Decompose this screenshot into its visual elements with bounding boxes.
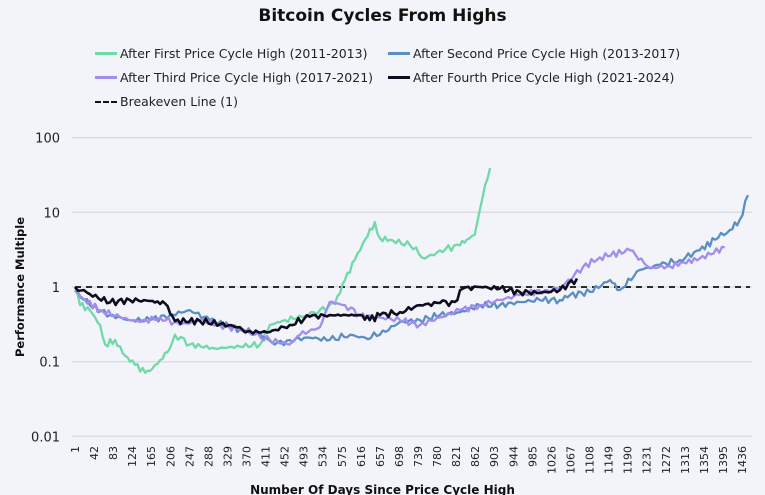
legend-swatch	[95, 76, 117, 79]
x-tick-label: 206	[164, 446, 177, 467]
x-tick-label: 288	[202, 446, 215, 467]
x-tick-label: 83	[107, 446, 120, 460]
x-tick-label: 575	[336, 446, 349, 467]
legend-label: After Second Price Cycle High (2013-2017…	[413, 46, 681, 61]
x-tick-label: 124	[126, 446, 139, 467]
legend-item-third-cycle: After Third Price Cycle High (2017-2021)	[95, 70, 373, 85]
x-tick-label: 165	[145, 446, 158, 467]
y-tick-label: 0.1	[39, 356, 60, 371]
legend-swatch	[388, 52, 410, 55]
legend-item-second-cycle: After Second Price Cycle High (2013-2017…	[388, 46, 680, 61]
y-axis-label: Performance Multiple	[13, 216, 27, 357]
x-tick-label: 616	[355, 446, 368, 467]
x-tick-label: 821	[450, 446, 463, 467]
x-tick-label: 1067	[564, 446, 577, 474]
x-tick-label: 1272	[660, 446, 673, 474]
x-tick-label: 739	[412, 446, 425, 467]
x-tick-label: 1026	[545, 446, 558, 474]
legend-swatch	[95, 100, 117, 103]
legend-label: After First Price Cycle High (2011-2013)	[120, 46, 368, 61]
legend-item-first-cycle: After First Price Cycle High (2011-2013)	[95, 46, 367, 61]
x-tick-label: 247	[183, 446, 196, 467]
y-tick-label: 0.01	[31, 430, 60, 445]
x-tick-label: 411	[260, 446, 273, 467]
x-tick-label: 1231	[641, 446, 654, 474]
x-tick-label: 42	[88, 446, 101, 460]
legend-swatch	[388, 76, 410, 79]
x-tick-label: 1108	[584, 446, 597, 474]
x-tick-label: 657	[374, 446, 387, 467]
x-tick-label: 1149	[603, 446, 616, 474]
x-tick-label: 1313	[679, 446, 692, 474]
x-tick-label: 1436	[736, 446, 749, 474]
x-tick-label: 698	[393, 446, 406, 467]
x-tick-label: 903	[488, 446, 501, 467]
x-tick-label: 534	[317, 446, 330, 467]
y-tick-label: 10	[43, 206, 60, 221]
legend-label: Breakeven Line (1)	[120, 94, 238, 109]
x-tick-label: 493	[298, 446, 311, 467]
x-tick-label: 780	[431, 446, 444, 467]
series-line-2	[74, 194, 750, 347]
series-line-1	[74, 167, 492, 374]
legend-swatch	[95, 52, 117, 55]
series-line-3	[74, 245, 725, 346]
x-tick-label: 1190	[622, 446, 635, 474]
x-tick-label: 1395	[717, 446, 730, 474]
x-tick-label: 1	[69, 446, 82, 453]
x-tick-label: 1354	[698, 446, 711, 474]
x-tick-label: 985	[526, 446, 539, 467]
x-tick-label: 862	[469, 446, 482, 467]
x-tick-label: 944	[507, 446, 520, 467]
x-tick-label: 370	[241, 446, 254, 467]
y-tick-label: 100	[35, 132, 60, 147]
y-tick-label: 1	[52, 281, 60, 296]
x-tick-label: 452	[279, 446, 292, 467]
x-axis-label: Number Of Days Since Price Cycle High	[250, 483, 515, 495]
x-tick-label: 329	[221, 446, 234, 467]
legend-item-fourth-cycle: After Fourth Price Cycle High (2021-2024…	[388, 70, 674, 85]
legend-item-breakeven: Breakeven Line (1)	[95, 94, 238, 109]
legend-label: After Third Price Cycle High (2017-2021)	[120, 70, 374, 85]
series-line-4	[73, 277, 579, 335]
legend-label: After Fourth Price Cycle High (2021-2024…	[413, 70, 675, 85]
chart-title: Bitcoin Cycles From Highs	[258, 6, 507, 26]
